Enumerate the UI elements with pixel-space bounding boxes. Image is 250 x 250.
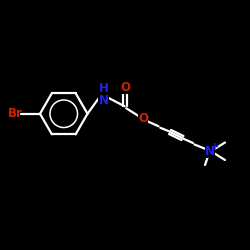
Text: Br: Br <box>8 107 22 120</box>
Text: O: O <box>138 112 148 125</box>
Text: N: N <box>205 145 215 158</box>
Text: H
N: H N <box>99 82 109 108</box>
Text: +: + <box>211 142 219 152</box>
Text: O: O <box>120 81 130 94</box>
